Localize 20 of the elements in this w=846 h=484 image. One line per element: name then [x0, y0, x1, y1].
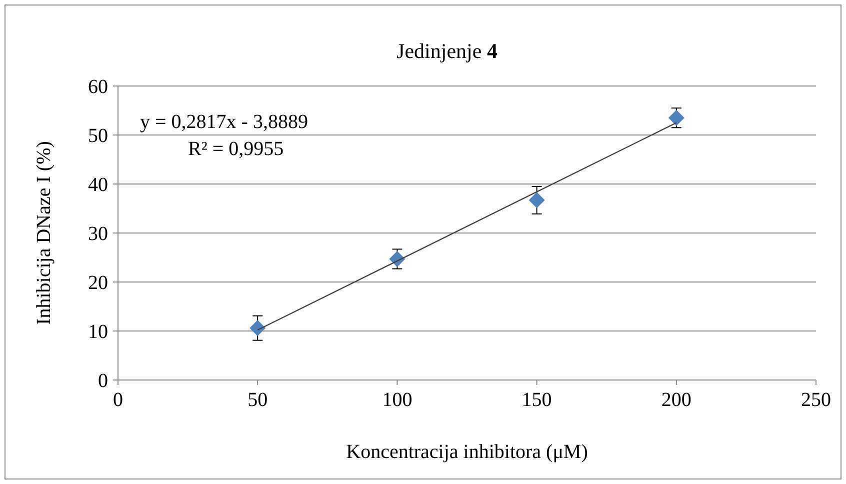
annotation: R² = 0,9955 [188, 138, 284, 160]
y-tick-label: 20 [88, 272, 108, 294]
x-tick-label: 200 [661, 389, 692, 411]
y-axis-title: Inhibicija DNaze I (%) [33, 141, 55, 325]
point [250, 320, 266, 336]
point [528, 192, 545, 208]
x-tick-label: 50 [248, 389, 268, 411]
y-tick-label: 30 [88, 223, 108, 245]
chart-title: Jedinjenje 4 [396, 39, 498, 63]
x-tick-label: 0 [113, 389, 123, 411]
y-tick-label: 0 [98, 370, 108, 392]
y-tick-label: 50 [88, 125, 108, 147]
x-axis-title: Koncentracija inhibitora (μM) [346, 441, 588, 463]
x-tick-label: 250 [801, 389, 831, 411]
y-tick-label: 60 [88, 76, 108, 98]
x-tick-label: 150 [522, 389, 552, 411]
y-tick-label: 10 [88, 321, 108, 343]
x-tick-label: 100 [382, 389, 412, 411]
y-tick-label: 40 [88, 174, 108, 196]
annotation: y = 0,2817x - 3,8889 [140, 111, 308, 133]
